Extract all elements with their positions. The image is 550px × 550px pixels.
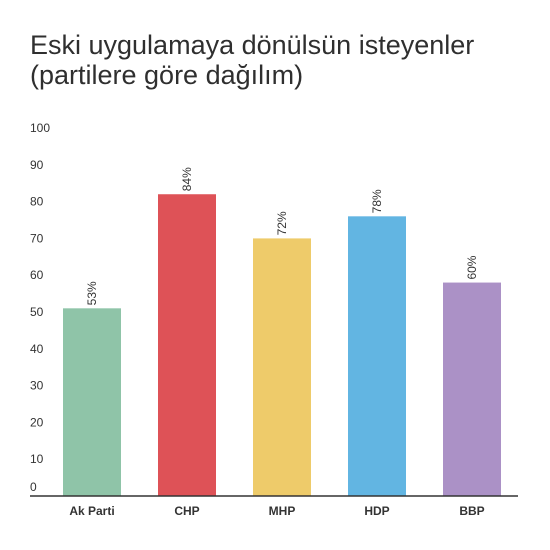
y-tick-label: 0 — [30, 480, 37, 494]
bar — [348, 216, 406, 496]
y-tick-label: 30 — [30, 379, 44, 393]
bar — [443, 282, 501, 496]
y-tick-label: 60 — [30, 268, 44, 282]
data-label: 53% — [85, 281, 99, 305]
y-tick-label: 40 — [30, 342, 44, 356]
data-label: 60% — [465, 255, 479, 279]
y-tick-label: 90 — [30, 158, 44, 172]
bar — [158, 194, 216, 497]
y-tick-label: 80 — [30, 195, 44, 209]
y-tick-label: 10 — [30, 452, 44, 466]
data-label: 78% — [370, 189, 384, 213]
x-tick-label: CHP — [174, 504, 199, 518]
x-tick-label: HDP — [364, 504, 389, 518]
y-tick-label: 20 — [30, 415, 44, 429]
data-label: 72% — [275, 211, 289, 235]
chart-title-line-1: Eski uygulamaya dönülsün isteyenler — [30, 30, 475, 60]
x-tick-label: BBP — [459, 504, 484, 518]
y-tick-label: 70 — [30, 231, 44, 245]
chart-title: Eski uygulamaya dönülsün isteyenler (par… — [30, 30, 530, 90]
data-label: 84% — [180, 167, 194, 191]
y-tick-label: 50 — [30, 305, 44, 319]
chart-title-line-2: (partilere göre dağılım) — [30, 60, 304, 90]
x-tick-label: MHP — [269, 504, 296, 518]
y-tick-label: 100 — [30, 121, 50, 135]
bar — [253, 238, 311, 496]
bar — [63, 308, 121, 496]
x-tick-label: Ak Parti — [69, 504, 114, 518]
